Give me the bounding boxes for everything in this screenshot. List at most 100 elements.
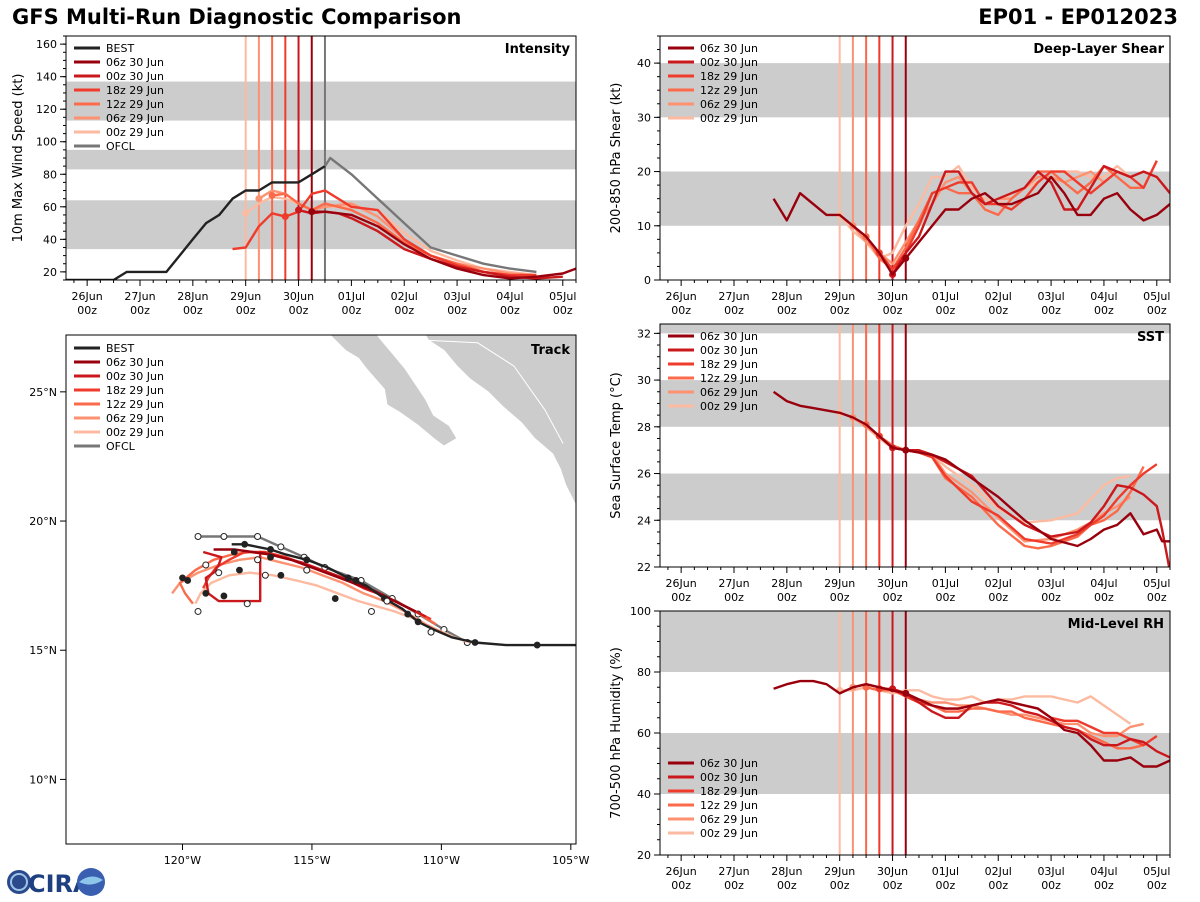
sst-band-2 bbox=[660, 324, 1170, 334]
sst-legend-label-06z-30-jun: 06z 30 Jun bbox=[700, 330, 758, 343]
rh-series-00z-29-jun bbox=[839, 686, 1132, 725]
intensity-xtick-label-date: 28Jun bbox=[177, 290, 208, 303]
sst-panel: 26Jun00z27Jun00z28Jun00z29Jun00z30Jun00z… bbox=[609, 323, 1171, 604]
track-point-forecast-filled bbox=[220, 592, 228, 600]
track-point-best bbox=[414, 618, 422, 626]
track-point-forecast-filled bbox=[202, 589, 210, 597]
shear-legend-label-00z-29-jun: 00z 29 Jun bbox=[700, 112, 758, 125]
intensity-init-point-06z-29-jun bbox=[255, 195, 263, 203]
sst-ytick-label: 26 bbox=[637, 468, 651, 481]
rh-init-point-06z-30-jun bbox=[902, 689, 910, 697]
sst-plot-area bbox=[660, 324, 1170, 567]
intensity-xtick-label-date: 02Jul bbox=[391, 290, 418, 303]
sst-ytick-label: 30 bbox=[637, 374, 651, 387]
shear-xtick-label-hour: 00z bbox=[988, 304, 1008, 317]
rh-xtick-label-date: 02Jul bbox=[985, 865, 1012, 878]
sst-xtick-label-date: 01Jul bbox=[932, 577, 959, 590]
track-point-best bbox=[533, 641, 541, 649]
intensity-ytick-label: 60 bbox=[43, 201, 57, 214]
intensity-title: Intensity bbox=[505, 42, 571, 57]
rh-xtick-label-date: 30Jun bbox=[877, 865, 908, 878]
intensity-xtick-label-hour: 00z bbox=[183, 304, 203, 317]
rh-xtick-label-hour: 00z bbox=[883, 879, 903, 892]
sst-xtick-label-date: 30Jun bbox=[877, 577, 908, 590]
mexico-mainland-land bbox=[424, 335, 576, 506]
track-series-06z-29-jun bbox=[171, 556, 448, 636]
rh-legend-label-12z-29-jun: 12z 29 Jun bbox=[700, 799, 758, 812]
track-point-ofcl bbox=[194, 533, 202, 541]
shear-legend-label-12z-29-jun: 12z 29 Jun bbox=[700, 84, 758, 97]
intensity-ytick-label: 160 bbox=[36, 38, 57, 51]
intensity-init-point-18z-29-jun bbox=[281, 213, 289, 221]
track-point-forecast-filled bbox=[230, 548, 238, 556]
sst-ytick-label: 32 bbox=[637, 327, 651, 340]
sst-legend-label-06z-29-jun: 06z 29 Jun bbox=[700, 386, 758, 399]
track-point-forecast-open bbox=[367, 607, 375, 615]
sst-ytick-label: 24 bbox=[637, 514, 651, 527]
sst-xtick-label-hour: 00z bbox=[777, 591, 797, 604]
sst-xtick-label-date: 28Jun bbox=[771, 577, 802, 590]
rh-xtick-label-hour: 00z bbox=[1147, 879, 1167, 892]
rh-ytick-label: 80 bbox=[637, 666, 651, 679]
cira-logo: CIRA bbox=[6, 866, 106, 898]
intensity-legend-label-00z-29-jun: 00z 29 Jun bbox=[106, 126, 164, 139]
track-point-forecast-open bbox=[243, 600, 251, 608]
intensity-legend-label-00z-30-jun: 00z 30 Jun bbox=[106, 70, 164, 83]
sst-xtick-label-hour: 00z bbox=[1041, 591, 1061, 604]
sst-xtick-label-hour: 00z bbox=[883, 591, 903, 604]
track-point-forecast-filled bbox=[331, 595, 339, 602]
track-point-forecast-filled bbox=[179, 574, 186, 582]
sst-xtick-label-date: 05Jul bbox=[1143, 577, 1170, 590]
track-point-forecast-open bbox=[427, 628, 435, 636]
sst-xtick-label-date: 04Jul bbox=[1090, 577, 1117, 590]
intensity-xtick-label-hour: 00z bbox=[236, 304, 256, 317]
rh-legend-label-00z-29-jun: 00z 29 Jun bbox=[700, 827, 758, 840]
rh-ytick-label: 40 bbox=[637, 788, 651, 801]
intensity-xtick-label-hour: 00z bbox=[394, 304, 414, 317]
rh-ylabel: 700-500 hPa Humidity (%) bbox=[609, 647, 624, 819]
track-xtick-label: 110°W bbox=[423, 854, 460, 867]
shear-ytick-label: 10 bbox=[637, 220, 651, 233]
sst-xtick-label-date: 29Jun bbox=[824, 577, 855, 590]
track-point-forecast-open bbox=[254, 556, 262, 564]
sst-legend-label-00z-29-jun: 00z 29 Jun bbox=[700, 400, 758, 413]
intensity-init-point-00z-29-jun bbox=[242, 209, 250, 217]
rh-legend-label-00z-30-jun: 00z 30 Jun bbox=[700, 771, 758, 784]
rh-xtick-label-hour: 00z bbox=[988, 879, 1008, 892]
storm-id: EP01 - EP012023 bbox=[978, 5, 1178, 29]
main-title: GFS Multi-Run Diagnostic Comparison bbox=[12, 5, 462, 29]
shear-title: Deep-Layer Shear bbox=[1033, 42, 1164, 57]
shear-xtick-label-date: 30Jun bbox=[877, 290, 908, 303]
shear-legend-label-06z-29-jun: 06z 29 Jun bbox=[700, 98, 758, 111]
shear-xtick-label-date: 01Jul bbox=[932, 290, 959, 303]
shear-plot-area bbox=[660, 36, 1170, 280]
track-point-forecast-open bbox=[215, 569, 223, 577]
intensity-xtick-label-date: 05Jul bbox=[549, 290, 576, 303]
intensity-xtick-label-hour: 00z bbox=[289, 304, 309, 317]
track-legend-label-18z-29-jun: 18z 29 Jun bbox=[106, 384, 164, 397]
track-point-best bbox=[267, 546, 274, 553]
track-point-ofcl bbox=[277, 543, 285, 551]
rh-ytick-label: 100 bbox=[630, 605, 651, 618]
rh-xtick-label-date: 03Jul bbox=[1037, 865, 1064, 878]
intensity-plot-area bbox=[66, 36, 576, 280]
track-plot-area bbox=[171, 335, 576, 649]
rh-xtick-label-date: 05Jul bbox=[1143, 865, 1170, 878]
shear-xtick-label-hour: 00z bbox=[830, 304, 850, 317]
shear-ytick-label: 0 bbox=[644, 274, 651, 287]
intensity-ylabel: 10m Max Wind Speed (kt) bbox=[11, 74, 26, 243]
shear-legend-label-18z-29-jun: 18z 29 Jun bbox=[700, 70, 758, 83]
intensity-xtick-label-hour: 00z bbox=[77, 304, 97, 317]
sst-xtick-label-hour: 00z bbox=[830, 591, 850, 604]
rh-ytick-label: 20 bbox=[637, 849, 651, 862]
intensity-xtick-label-hour: 00z bbox=[341, 304, 361, 317]
sst-ylabel: Sea Surface Temp (°C) bbox=[609, 372, 624, 519]
track-panel: 120°W 115°W 110°W 105°W 10°N 15°N 20°N 25°N Trac… bbox=[29, 334, 590, 867]
track-point-forecast-open bbox=[194, 607, 202, 615]
rh-band-1 bbox=[660, 611, 1170, 672]
sst-legend-label-12z-29-jun: 12z 29 Jun bbox=[700, 372, 758, 385]
track-xtick-label: 105°W bbox=[552, 854, 589, 867]
shear-xtick-label-date: 04Jul bbox=[1090, 290, 1117, 303]
shear-xtick-label-date: 28Jun bbox=[771, 290, 802, 303]
